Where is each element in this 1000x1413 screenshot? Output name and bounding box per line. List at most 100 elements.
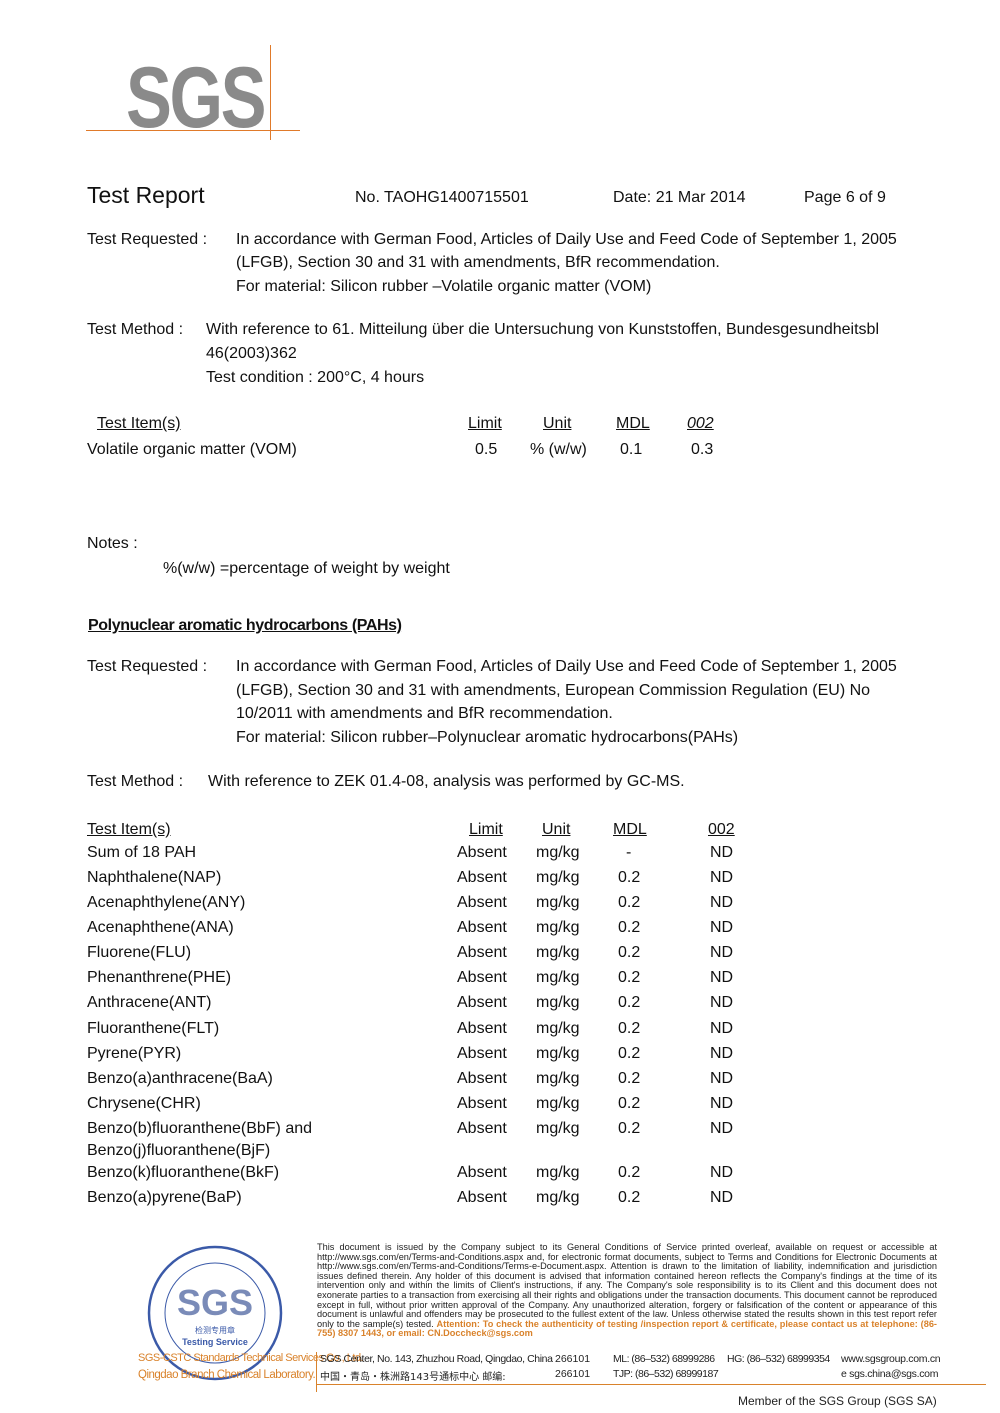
pah-requested-line: (LFGB), Section 30 and 31 with amendment… (236, 682, 871, 699)
vom-method-line: 46(2003)362 (206, 345, 297, 362)
cell: ND (710, 1070, 734, 1087)
cell: Benzo(b)fluoranthene(BbF) and (87, 1120, 313, 1137)
address-en: SGS Center, No. 143, Zhuzhou Road, Qingd… (320, 1353, 553, 1365)
cell: mg/kg (536, 919, 580, 936)
table-row: Fluorene(FLU) Absent mg/kg 0.2 ND (0, 944, 1000, 966)
cell: 0.2 (618, 1164, 641, 1181)
cell: ND (710, 919, 734, 936)
cell: Absent (457, 994, 507, 1011)
cell: mg/kg (536, 944, 580, 961)
cell: Chrysene(CHR) (87, 1095, 201, 1112)
cell: Absent (457, 1189, 507, 1206)
cell: mg/kg (536, 1120, 580, 1137)
cell: 0.2 (618, 1095, 641, 1112)
footer-rule (316, 1384, 986, 1385)
col-header: Limit (469, 821, 503, 838)
vom-table-header: Test Item(s) Limit Unit MDL 002 (0, 415, 1000, 437)
member-statement: Member of the SGS Group (SGS SA) (738, 1394, 937, 1408)
cell: Absent (457, 844, 507, 861)
vom-requested-label: Test Requested : (87, 231, 208, 248)
cell: ND (710, 1120, 734, 1137)
cell: Acenaphthene(ANA) (87, 919, 234, 936)
stamp-sub: 检测专用章 (195, 1325, 235, 1335)
table-row: Sum of 18 PAH Absent mg/kg - ND (0, 844, 1000, 866)
postcode-en: 266101 (555, 1353, 591, 1365)
postcode-cn: 266101 (555, 1368, 591, 1380)
phone-hg: HG: (86–532) 68999354 (727, 1353, 830, 1365)
footer-divider (316, 1352, 317, 1392)
cell: 0.5 (475, 441, 498, 458)
vom-method-line: With reference to 61. Mitteilung über di… (206, 321, 880, 338)
cell: 0.2 (618, 1070, 641, 1087)
cell: ND (710, 1189, 734, 1206)
table-row: Benzo(k)fluoranthene(BkF) Absent mg/kg 0.2 N… (0, 1164, 1000, 1186)
cell: 0.2 (618, 1020, 641, 1037)
email-link[interactable]: e sgs.china@sgs.com (841, 1368, 939, 1380)
cell: mg/kg (536, 1189, 580, 1206)
cell: Fluoranthene(FLT) (87, 1020, 220, 1037)
cell: ND (710, 994, 734, 1011)
disclaimer: This document is issued by the Company s… (317, 1242, 937, 1339)
col-header: MDL (616, 415, 650, 432)
logo-text: SGS (126, 50, 266, 146)
cell: 0.2 (618, 1120, 641, 1137)
cell: Phenanthrene(PHE) (87, 969, 232, 986)
cell: 0.3 (691, 441, 714, 458)
section-title: Polynuclear aromatic hydrocarbons (PAHs) (88, 617, 402, 634)
cell: mg/kg (536, 1095, 580, 1112)
sgs-stamp-seal: SGS 检测专用章 Testing Service (147, 1245, 283, 1381)
cell: ND (710, 1095, 734, 1112)
company-name: SGS-CSTC Standards Technical Services Co… (138, 1352, 364, 1364)
table-row: Anthracene(ANT) Absent mg/kg 0.2 ND (0, 994, 1000, 1016)
table-row: Fluoranthene(FLT) Absent mg/kg 0.2 ND (0, 1020, 1000, 1042)
col-header: Limit (468, 415, 502, 432)
cell: Benzo(k)fluoranthene(BkF) (87, 1164, 280, 1181)
cell: ND (710, 969, 734, 986)
authenticity-notice: Attention: To check the authenticity of … (317, 1318, 937, 1339)
cell: - (626, 844, 632, 861)
website-link[interactable]: www.sgsgroup.com.cn (841, 1353, 941, 1365)
pah-requested-line: For material: Silicon rubber–Polynuclear… (236, 729, 739, 746)
stamp-text: SGS (177, 1282, 253, 1323)
cell: ND (710, 844, 734, 861)
col-header: 002 (687, 415, 714, 432)
cell: Sum of 18 PAH (87, 844, 197, 861)
cell: ND (710, 869, 734, 886)
report-date: Date: 21 Mar 2014 (613, 189, 746, 206)
cell: 0.1 (620, 441, 643, 458)
phone-ml: ML: (86–532) 68999286 (613, 1353, 715, 1365)
cell: 0.2 (618, 919, 641, 936)
cell: ND (710, 1164, 734, 1181)
pah-table-header: Test Item(s) Limit Unit MDL 002 (0, 821, 1000, 843)
cell: Anthracene(ANT) (87, 994, 212, 1011)
table-row: Volatile organic matter (VOM) 0.5 % (w/w… (0, 441, 1000, 463)
cell: mg/kg (536, 844, 580, 861)
cell: ND (710, 1045, 734, 1062)
cell: Benzo(a)pyrene(BaP) (87, 1189, 242, 1206)
cell: mg/kg (536, 1164, 580, 1181)
cell: Benzo(j)fluoranthene(BjF) (87, 1142, 271, 1159)
table-row: Acenaphthene(ANA) Absent mg/kg 0.2 ND (0, 919, 1000, 941)
cell: 0.2 (618, 1045, 641, 1062)
col-header: Test Item(s) (87, 821, 171, 838)
logo-rule (86, 130, 300, 131)
cell: 0.2 (618, 969, 641, 986)
cell: Acenaphthylene(ANY) (87, 894, 246, 911)
table-row: Chrysene(CHR) Absent mg/kg 0.2 ND (0, 1095, 1000, 1117)
cell: ND (710, 944, 734, 961)
cell: mg/kg (536, 894, 580, 911)
cell: Absent (457, 869, 507, 886)
cell: Volatile organic matter (VOM) (87, 441, 297, 458)
pah-requested-line: 10/2011 with amendments and BfR recommen… (236, 705, 613, 722)
col-header: Unit (542, 821, 571, 838)
page-number: Page 6 of 9 (804, 189, 886, 206)
table-row: Pyrene(PYR) Absent mg/kg 0.2 ND (0, 1045, 1000, 1067)
sgs-logo: SGS (86, 45, 301, 146)
table-row: Benzo(a)anthracene(BaA) Absent mg/kg 0.2 ND (0, 1070, 1000, 1092)
cell: mg/kg (536, 969, 580, 986)
col-header: Test Item(s) (97, 415, 181, 432)
stamp-service: Testing Service (182, 1337, 248, 1347)
cell: Absent (457, 1095, 507, 1112)
vom-requested-line: (LFGB), Section 30 and 31 with amendment… (236, 254, 720, 271)
